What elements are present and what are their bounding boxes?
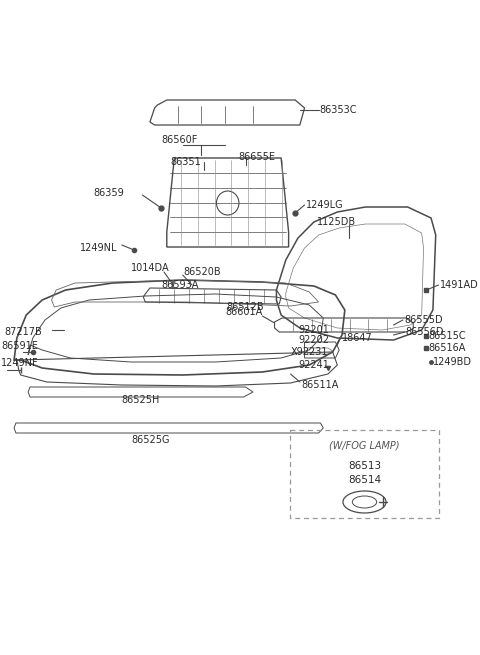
Text: 86601A: 86601A (225, 307, 262, 317)
Text: 86353C: 86353C (320, 105, 357, 115)
Text: 87217B: 87217B (5, 327, 42, 337)
Text: 86520B: 86520B (184, 267, 221, 277)
Text: 86351: 86351 (170, 157, 201, 167)
Text: 86655E: 86655E (238, 152, 275, 162)
Text: 86555D: 86555D (405, 315, 444, 325)
Text: 1249LG: 1249LG (306, 200, 344, 210)
Text: 86593A: 86593A (161, 280, 199, 290)
Text: 86359: 86359 (94, 188, 124, 198)
Text: 86560F: 86560F (161, 135, 198, 145)
Text: 86525H: 86525H (122, 395, 160, 405)
Text: 86513: 86513 (348, 461, 381, 471)
Text: 86591E: 86591E (1, 341, 38, 351)
Text: 86516A: 86516A (428, 343, 466, 353)
Text: 1491AD: 1491AD (440, 280, 478, 290)
Text: 86512B: 86512B (227, 302, 264, 312)
Text: 86511A: 86511A (302, 380, 339, 390)
Text: 1249NL: 1249NL (80, 243, 117, 253)
Text: X92231: X92231 (290, 347, 328, 357)
Text: 92241: 92241 (298, 360, 329, 370)
Text: 1249NF: 1249NF (1, 358, 38, 368)
Text: 92201: 92201 (298, 325, 329, 335)
Text: (W/FOG LAMP): (W/FOG LAMP) (329, 441, 400, 451)
Text: 86556D: 86556D (406, 327, 444, 337)
Text: 18647: 18647 (342, 333, 373, 343)
Text: 1125DB: 1125DB (317, 217, 356, 227)
Text: 1249BD: 1249BD (433, 357, 472, 367)
Text: 92202: 92202 (298, 335, 329, 345)
Text: 86525G: 86525G (131, 435, 170, 445)
Text: 86514: 86514 (348, 475, 381, 485)
Text: 86515C: 86515C (428, 331, 466, 341)
Text: 1014DA: 1014DA (131, 263, 170, 273)
